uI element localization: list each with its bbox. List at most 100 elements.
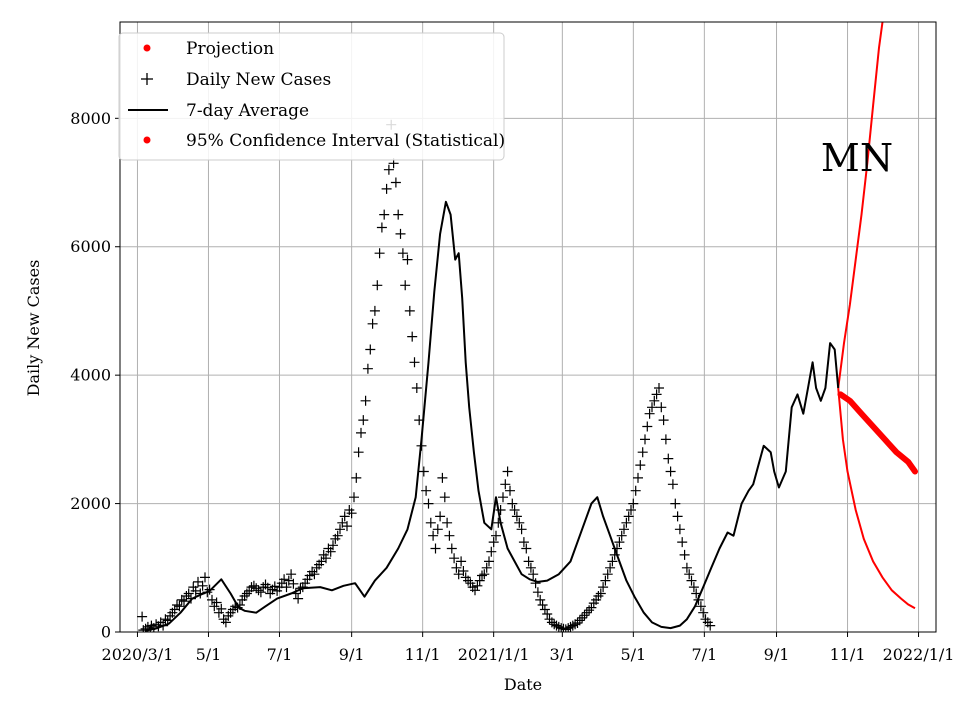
daily-cases-point: [381, 183, 392, 194]
x-tick-label: 7/1: [267, 645, 293, 664]
daily-cases-point: [374, 248, 385, 259]
daily-cases-point: [686, 575, 697, 586]
daily-cases-point: [421, 485, 432, 496]
legend-entry-projection: Projection: [143, 39, 274, 59]
daily-cases-point: [656, 402, 667, 413]
daily-cases-point: [705, 620, 716, 631]
x-tick-label: 9/1: [339, 645, 365, 664]
daily-cases-point: [281, 582, 292, 593]
confidence-interval-layer: [837, 22, 916, 610]
legend: Projection Daily New Cases 7-day Average…: [118, 32, 505, 161]
daily-cases-point: [172, 600, 182, 610]
daily-cases-point: [288, 578, 299, 589]
daily-cases-point: [372, 280, 383, 291]
daily-cases-point: [635, 460, 646, 471]
daily-cases-point: [584, 605, 595, 616]
daily-cases-point: [239, 591, 250, 601]
x-tick-label: 11/1: [405, 645, 441, 664]
daily-cases-point: [511, 511, 522, 522]
daily-cases-point: [246, 582, 257, 593]
daily-cases-point: [553, 621, 564, 632]
daily-cases-point: [672, 511, 683, 522]
daily-cases-point: [351, 472, 362, 483]
daily-cases-point: [360, 395, 371, 406]
daily-cases-point: [379, 209, 390, 220]
daily-cases-point: [430, 543, 441, 554]
daily-cases-point: [484, 556, 494, 567]
daily-cases-point: [579, 610, 590, 621]
daily-cases-point: [321, 553, 331, 564]
daily-cases-point: [269, 581, 280, 592]
daily-cases-point: [637, 447, 648, 458]
y-tick-label: 0: [101, 623, 111, 642]
daily-cases-point: [654, 383, 664, 393]
daily-cases-point: [667, 479, 678, 490]
daily-cases-point: [542, 609, 553, 619]
daily-cases-point: [486, 546, 497, 557]
legend-entry-daily-new-cases: Daily New Cases: [141, 70, 331, 90]
daily-cases-point: [179, 596, 189, 607]
daily-cases-point: [647, 402, 657, 413]
daily-cases-point: [470, 585, 480, 596]
daily-cases-point: [605, 562, 616, 573]
daily-cases-point: [248, 580, 259, 591]
daily-cases-point: [660, 434, 671, 445]
legend-label-projection: Projection: [186, 39, 274, 59]
daily-cases-point: [537, 600, 548, 610]
daily-cases-point: [507, 498, 518, 509]
daily-cases-point: [353, 447, 364, 458]
daily-cases-point: [505, 485, 515, 496]
legend-label-confidence-interval: 95% Confidence Interval (Statistical): [186, 131, 505, 151]
daily-cases-point: [342, 521, 352, 532]
daily-cases-point: [411, 383, 422, 393]
projection-line: [837, 391, 918, 475]
daily-cases-point: [477, 570, 487, 581]
daily-cases-point: [614, 537, 625, 548]
daily-cases-point: [535, 594, 546, 605]
daily-cases-point: [369, 305, 380, 316]
daily-cases-point: [472, 580, 483, 591]
ci-lower-line: [837, 387, 916, 610]
daily-cases-point: [409, 357, 420, 368]
daily-cases-point: [474, 575, 485, 586]
daily-cases-point: [435, 511, 446, 522]
daily-cases-point: [530, 578, 541, 589]
x-tick-label: 2021/1/1: [458, 645, 530, 664]
daily-cases-point: [688, 582, 699, 593]
daily-cases-point: [220, 617, 231, 628]
daily-cases-point: [577, 612, 588, 623]
daily-cases-point: [407, 331, 418, 342]
daily-cases-point: [279, 574, 290, 585]
x-tick-label: 2020/3/1: [102, 645, 174, 664]
y-tick-label: 2000: [70, 494, 111, 513]
daily-cases-point: [400, 280, 411, 291]
daily-cases-point: [628, 498, 639, 509]
daily-cases-point: [525, 562, 536, 573]
daily-cases-point: [463, 575, 474, 586]
daily-cases-point: [402, 254, 413, 265]
daily-cases-point: [674, 524, 685, 535]
daily-cases-point: [663, 453, 674, 464]
x-tick-label: 3/1: [549, 645, 575, 664]
daily-cases-point: [623, 511, 634, 522]
daily-cases-point: [442, 517, 453, 528]
daily-cases-point: [255, 587, 266, 598]
daily-cases-point: [521, 543, 532, 554]
daily-cases-point: [349, 492, 359, 503]
daily-cases-point: [365, 344, 376, 355]
legend-marker-projection: [143, 44, 151, 52]
daily-cases-point: [528, 569, 539, 580]
y-tick-label: 6000: [70, 237, 111, 256]
daily-cases-point: [432, 524, 443, 535]
daily-cases-point: [560, 624, 571, 632]
plot-frame: [119, 21, 937, 633]
daily-cases-point: [677, 537, 688, 548]
y-tick-label: 4000: [70, 366, 111, 385]
daily-cases-point: [397, 248, 408, 259]
daily-cases-point: [651, 389, 662, 400]
daily-cases-point: [681, 562, 692, 573]
daily-cases-point: [658, 415, 669, 426]
x-axis-label: Date: [504, 675, 542, 694]
daily-cases-point: [523, 556, 534, 567]
